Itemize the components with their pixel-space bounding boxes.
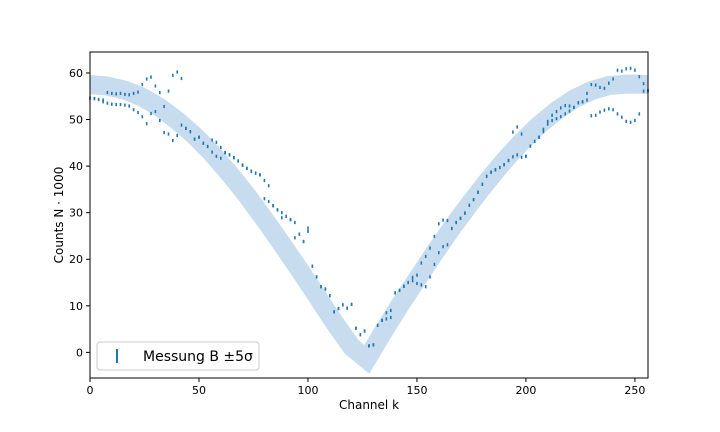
y-tick-label: 50 xyxy=(69,114,83,127)
y-axis-ticks: 0 10 20 30 40 50 60 xyxy=(69,67,90,359)
legend-label: Messung B ±5σ xyxy=(143,349,253,365)
x-tick-label: 150 xyxy=(406,384,427,397)
x-tick-label: 250 xyxy=(624,384,645,397)
legend: Messung B ±5σ xyxy=(96,341,260,371)
y-tick-label: 40 xyxy=(69,160,83,173)
y-tick-label: 10 xyxy=(69,300,83,313)
x-axis-ticks: 0 50 100 150 200 250 xyxy=(87,378,645,397)
y-tick-label: 20 xyxy=(69,253,83,266)
legend-box xyxy=(96,341,260,371)
y-tick-label: 30 xyxy=(69,207,83,220)
x-tick-label: 100 xyxy=(297,384,318,397)
model-band xyxy=(89,74,649,374)
x-tick-label: 50 xyxy=(192,384,206,397)
data-points-layer xyxy=(89,66,649,348)
model-band-layer xyxy=(89,74,649,374)
y-tick-label: 60 xyxy=(69,67,83,80)
x-tick-label: 200 xyxy=(515,384,536,397)
x-axis-label: Channel k xyxy=(339,398,399,412)
y-tick-label: 0 xyxy=(76,346,83,359)
x-tick-label: 0 xyxy=(87,384,94,397)
plot-frame xyxy=(89,51,649,379)
y-axis-label: Counts N · 1000 xyxy=(52,167,66,264)
